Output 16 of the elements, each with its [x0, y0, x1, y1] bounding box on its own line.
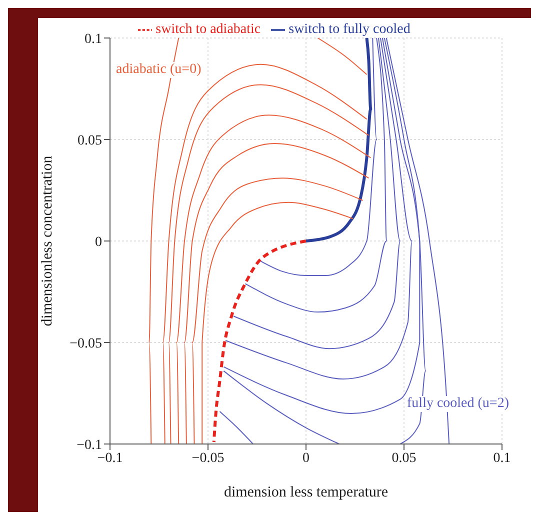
- legend-label: switch to adiabatic: [156, 22, 261, 37]
- y-tick-label: −0.05: [70, 336, 102, 352]
- y-axis-title: dimensionless concentration: [39, 155, 56, 326]
- x-tick-label: 0.1: [493, 450, 511, 466]
- annotation: fully cooled (u=2): [405, 396, 511, 412]
- y-tick-label: −0.1: [76, 438, 102, 453]
- legend-label: switch to fully cooled: [288, 22, 410, 37]
- x-tick-label: −0.05: [192, 450, 224, 466]
- annotation: adiabatic (u=0): [114, 62, 204, 78]
- x-tick-label: −0.1: [97, 450, 123, 466]
- y-tick-label: 0.1: [84, 32, 102, 47]
- x-axis-title: dimension less temperature: [224, 484, 388, 501]
- y-tick-label: 0.05: [78, 133, 102, 148]
- x-tick-label: 0.05: [392, 450, 416, 466]
- x-tick-label: 0: [302, 450, 310, 466]
- y-tick-label: 0: [95, 234, 102, 250]
